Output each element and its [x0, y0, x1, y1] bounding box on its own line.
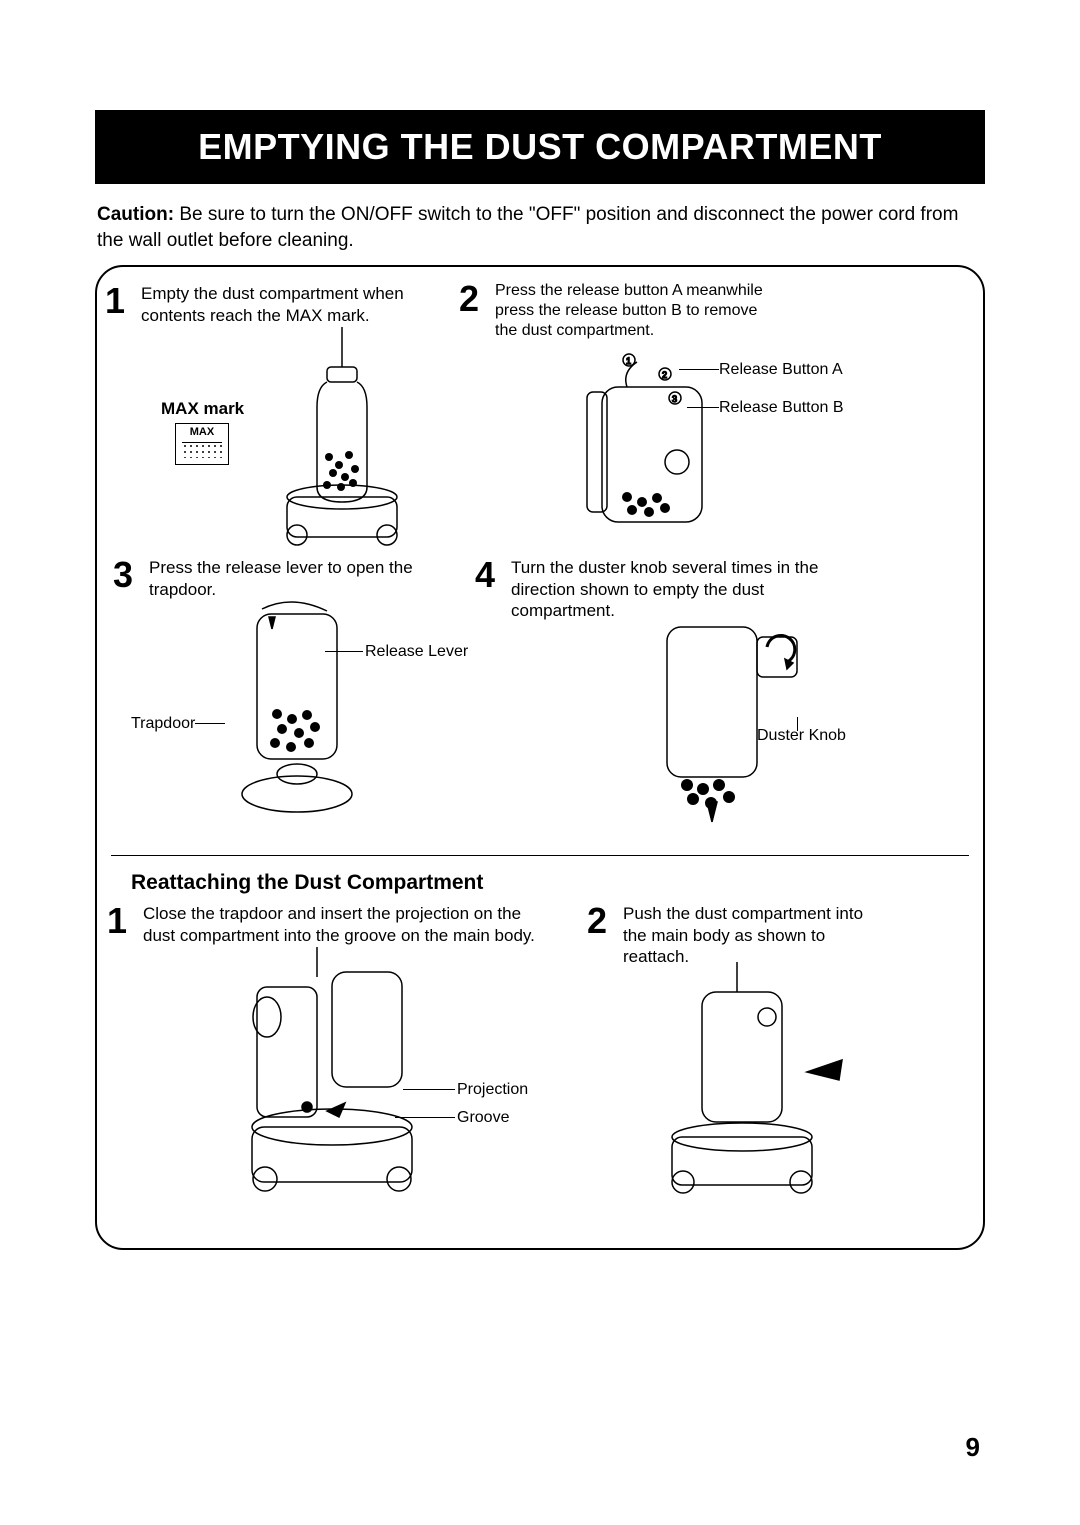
instruction-panel: 1 Empty the dust compartment when conten…: [95, 265, 985, 1250]
step-1-number: 1: [105, 283, 131, 319]
caution-paragraph: Caution: Be sure to turn the ON/OFF swit…: [95, 202, 985, 253]
max-indicator-icon: [175, 423, 229, 465]
reattach-heading: Reattaching the Dust Compartment: [131, 871, 483, 895]
step-1-text: Empty the dust compartment when contents…: [141, 283, 435, 326]
reattach-step-1: 1 Close the trapdoor and insert the proj…: [107, 903, 557, 946]
lead-line: [679, 369, 719, 370]
diagram-step-3: [217, 599, 367, 829]
step-3-text: Press the release lever to open the trap…: [149, 557, 433, 600]
max-mark-label: MAX mark: [161, 399, 244, 419]
lead-line: [403, 1089, 455, 1090]
step-4-text: Turn the duster knob several times in th…: [511, 557, 835, 621]
step-2-number: 2: [459, 281, 485, 317]
trapdoor-label: Trapdoor: [131, 715, 195, 733]
caution-label: Caution:: [97, 204, 174, 225]
step-3-number: 3: [113, 557, 139, 593]
reattach-1-text: Close the trapdoor and insert the projec…: [143, 903, 557, 946]
step-1: 1 Empty the dust compartment when conten…: [105, 283, 435, 326]
lead-line: [395, 1117, 455, 1118]
reattach-step-2: 2 Push the dust compartment into the mai…: [587, 903, 877, 967]
section-divider: [111, 855, 969, 856]
duster-knob-label: Duster Knob: [757, 727, 846, 745]
svg-text:2: 2: [662, 370, 667, 380]
step-3: 3 Press the release lever to open the tr…: [113, 557, 433, 600]
release-button-b-label: Release Button B: [719, 399, 844, 417]
svg-text:3: 3: [672, 394, 677, 404]
reattach-2-text: Push the dust compartment into the main …: [623, 903, 877, 967]
reattach-1-number: 1: [107, 903, 133, 939]
caution-text: Be sure to turn the ON/OFF switch to the…: [97, 204, 958, 251]
groove-label: Groove: [457, 1109, 509, 1127]
lead-line: [797, 717, 798, 731]
diagram-step-1: [257, 327, 427, 552]
step-2: 2 Press the release button A meanwhile p…: [459, 281, 779, 341]
step-2-text: Press the release button A meanwhile pre…: [495, 281, 779, 341]
section-title: EMPTYING THE DUST COMPARTMENT: [95, 110, 985, 184]
lead-line: [325, 651, 363, 652]
release-lever-label: Release Lever: [365, 643, 468, 661]
release-button-a-label: Release Button A: [719, 361, 843, 379]
page-number: 9: [966, 1432, 980, 1463]
diagram-reattach-2: [647, 962, 847, 1202]
step-4: 4 Turn the duster knob several times in …: [475, 557, 835, 621]
lead-line: [195, 723, 225, 724]
diagram-step-2: 1 2 3: [567, 352, 737, 547]
svg-text:1: 1: [626, 356, 631, 366]
diagram-reattach-1: [217, 947, 447, 1202]
projection-label: Projection: [457, 1081, 528, 1099]
step-4-number: 4: [475, 557, 501, 593]
reattach-2-number: 2: [587, 903, 613, 939]
lead-line: [687, 407, 719, 408]
